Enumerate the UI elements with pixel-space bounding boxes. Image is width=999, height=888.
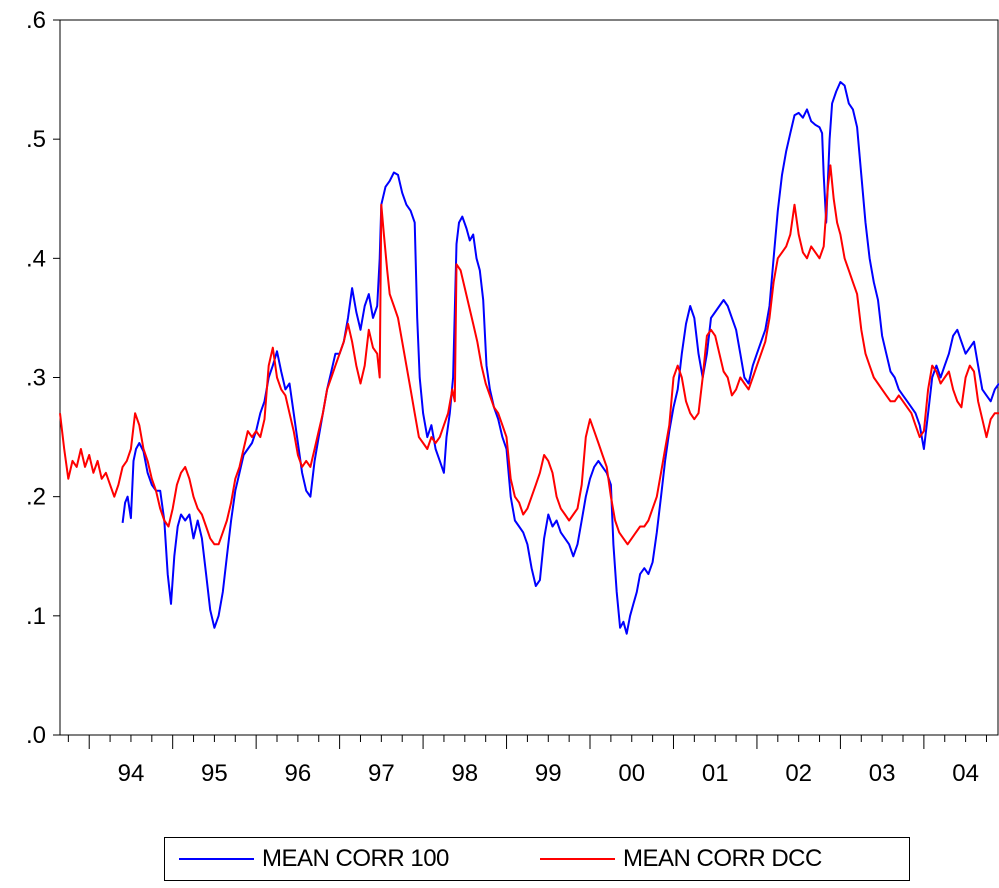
x-tick-label: 97 — [368, 760, 395, 787]
x-tick-label: 00 — [618, 760, 645, 787]
series-line-0 — [121, 81, 999, 635]
x-tick-label: 98 — [451, 760, 478, 787]
x-tick-label: 96 — [285, 760, 312, 787]
x-tick-label: 04 — [952, 760, 979, 787]
legend-item-series-1: MEAN CORR DCC — [540, 838, 822, 880]
legend-swatch-series-0 — [179, 858, 254, 860]
x-axis-ticks: 94 95 96 97 98 99 00 01 02 03 04 — [67, 735, 987, 787]
y-axis-ticks: .0 .1 .2 .3 .4 .5 .6 — [26, 7, 60, 749]
legend-label-series-0: MEAN CORR 100 — [262, 845, 449, 872]
x-tick-label: 02 — [785, 760, 812, 787]
line-chart: .0 .1 .2 .3 .4 .5 .6 94 95 96 97 98 99 00 01 02 03 04 — [26, 7, 999, 787]
legend: MEAN CORR 100 MEAN CORR DCC — [164, 837, 910, 881]
y-tick-label: .2 — [26, 484, 46, 511]
x-tick-label: 95 — [201, 760, 228, 787]
legend-label-series-1: MEAN CORR DCC — [623, 845, 822, 872]
y-tick-label: .4 — [26, 245, 46, 272]
x-tick-label: 94 — [118, 760, 145, 787]
y-tick-label: .3 — [26, 365, 46, 392]
series-line-1 — [59, 164, 999, 546]
y-tick-label: .5 — [26, 126, 46, 153]
y-tick-label: .0 — [26, 722, 46, 749]
y-tick-label: .1 — [26, 603, 46, 630]
x-tick-label: 99 — [535, 760, 562, 787]
x-tick-label: 01 — [702, 760, 729, 787]
y-tick-label: .6 — [26, 7, 46, 34]
legend-item-series-0: MEAN CORR 100 — [179, 838, 449, 880]
series-layer — [59, 81, 999, 635]
legend-swatch-series-1 — [540, 858, 615, 860]
x-tick-label: 03 — [869, 760, 896, 787]
